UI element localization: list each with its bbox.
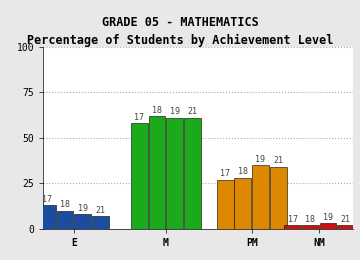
Text: 17: 17 bbox=[220, 169, 230, 178]
Bar bbox=[337, 225, 354, 229]
Bar bbox=[74, 214, 91, 229]
Bar bbox=[92, 216, 109, 229]
Text: 17: 17 bbox=[42, 195, 52, 204]
Bar bbox=[252, 165, 269, 229]
Bar bbox=[57, 211, 73, 229]
Bar bbox=[320, 223, 336, 229]
Bar bbox=[217, 180, 234, 229]
Text: Percentage of Students by Achievement Level: Percentage of Students by Achievement Le… bbox=[27, 34, 333, 47]
Text: 17: 17 bbox=[134, 113, 144, 122]
Bar bbox=[234, 178, 251, 229]
Text: 17: 17 bbox=[288, 215, 297, 224]
Text: 18: 18 bbox=[60, 200, 70, 209]
Bar bbox=[270, 167, 287, 229]
Text: 21: 21 bbox=[187, 107, 197, 116]
Text: 21: 21 bbox=[273, 157, 283, 165]
Text: 21: 21 bbox=[95, 206, 105, 214]
Text: 19: 19 bbox=[256, 155, 265, 164]
Text: 19: 19 bbox=[78, 204, 88, 213]
Text: 19: 19 bbox=[323, 213, 333, 222]
Text: 19: 19 bbox=[170, 107, 180, 116]
Text: 21: 21 bbox=[341, 215, 351, 224]
Text: 18: 18 bbox=[152, 106, 162, 114]
Text: 18: 18 bbox=[238, 167, 248, 176]
Bar bbox=[166, 118, 183, 229]
Bar bbox=[184, 118, 201, 229]
Bar bbox=[39, 205, 56, 229]
Bar bbox=[149, 116, 165, 229]
Text: 18: 18 bbox=[305, 215, 315, 224]
Bar bbox=[284, 225, 301, 229]
Bar bbox=[131, 123, 148, 229]
Text: GRADE 05 - MATHEMATICS: GRADE 05 - MATHEMATICS bbox=[102, 16, 258, 29]
Bar bbox=[302, 225, 319, 229]
